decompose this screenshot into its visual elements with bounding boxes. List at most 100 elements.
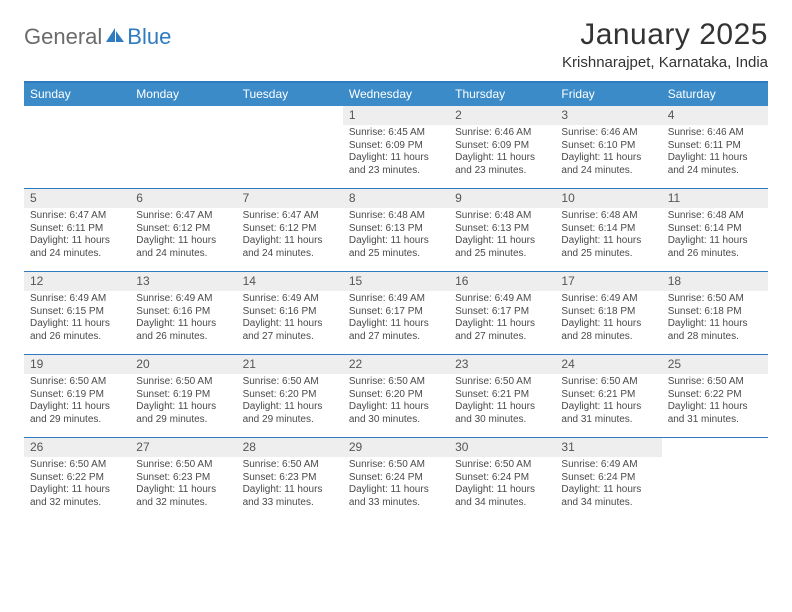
daylight-text: Daylight: 11 hours and 33 minutes.: [349, 484, 443, 509]
sunset-text: Sunset: 6:24 PM: [349, 472, 443, 485]
sunrise-text: Sunrise: 6:48 AM: [455, 210, 549, 223]
day-number: 28: [237, 438, 343, 457]
day-number: 16: [449, 272, 555, 291]
daylight-text: Daylight: 11 hours and 24 minutes.: [30, 235, 124, 260]
sunset-text: Sunset: 6:22 PM: [668, 389, 762, 402]
daylight-text: Daylight: 11 hours and 24 minutes.: [243, 235, 337, 260]
sunset-text: Sunset: 6:20 PM: [243, 389, 337, 402]
day-number: 21: [237, 355, 343, 374]
sunset-text: Sunset: 6:14 PM: [561, 223, 655, 236]
day-details: Sunrise: 6:47 AMSunset: 6:11 PMDaylight:…: [24, 208, 130, 264]
day-details: Sunrise: 6:49 AMSunset: 6:18 PMDaylight:…: [555, 291, 661, 347]
sunrise-text: Sunrise: 6:50 AM: [136, 459, 230, 472]
day-details: Sunrise: 6:48 AMSunset: 6:14 PMDaylight:…: [555, 208, 661, 264]
sunrise-text: Sunrise: 6:50 AM: [561, 376, 655, 389]
daylight-text: Daylight: 11 hours and 23 minutes.: [349, 152, 443, 177]
day-details: Sunrise: 6:49 AMSunset: 6:16 PMDaylight:…: [237, 291, 343, 347]
day-number: 11: [662, 189, 768, 208]
day-cell: 15Sunrise: 6:49 AMSunset: 6:17 PMDayligh…: [343, 272, 449, 354]
sunset-text: Sunset: 6:19 PM: [30, 389, 124, 402]
sunrise-text: Sunrise: 6:46 AM: [668, 127, 762, 140]
sunrise-text: Sunrise: 6:50 AM: [243, 459, 337, 472]
day-cell: 21Sunrise: 6:50 AMSunset: 6:20 PMDayligh…: [237, 355, 343, 437]
daylight-text: Daylight: 11 hours and 30 minutes.: [349, 401, 443, 426]
daylight-text: Daylight: 11 hours and 33 minutes.: [243, 484, 337, 509]
day-details: Sunrise: 6:50 AMSunset: 6:20 PMDaylight:…: [237, 374, 343, 430]
day-number: 20: [130, 355, 236, 374]
sunset-text: Sunset: 6:11 PM: [30, 223, 124, 236]
daylight-text: Daylight: 11 hours and 25 minutes.: [349, 235, 443, 260]
sunrise-text: Sunrise: 6:47 AM: [243, 210, 337, 223]
sunrise-text: Sunrise: 6:49 AM: [561, 459, 655, 472]
day-cell: 23Sunrise: 6:50 AMSunset: 6:21 PMDayligh…: [449, 355, 555, 437]
sunset-text: Sunset: 6:16 PM: [243, 306, 337, 319]
sunset-text: Sunset: 6:21 PM: [455, 389, 549, 402]
sunrise-text: Sunrise: 6:50 AM: [668, 293, 762, 306]
day-cell: 31Sunrise: 6:49 AMSunset: 6:24 PMDayligh…: [555, 438, 661, 520]
daylight-text: Daylight: 11 hours and 25 minutes.: [455, 235, 549, 260]
day-cell: 27Sunrise: 6:50 AMSunset: 6:23 PMDayligh…: [130, 438, 236, 520]
day-number: 23: [449, 355, 555, 374]
empty-cell: [24, 106, 130, 188]
calendar-grid: SundayMondayTuesdayWednesdayThursdayFrid…: [24, 81, 768, 520]
day-cell: 25Sunrise: 6:50 AMSunset: 6:22 PMDayligh…: [662, 355, 768, 437]
daylight-text: Daylight: 11 hours and 31 minutes.: [561, 401, 655, 426]
weeks-container: 1Sunrise: 6:45 AMSunset: 6:09 PMDaylight…: [24, 106, 768, 520]
sunset-text: Sunset: 6:17 PM: [349, 306, 443, 319]
day-details: Sunrise: 6:50 AMSunset: 6:18 PMDaylight:…: [662, 291, 768, 347]
weekday-header: Thursday: [449, 83, 555, 106]
sunset-text: Sunset: 6:18 PM: [561, 306, 655, 319]
day-cell: 11Sunrise: 6:48 AMSunset: 6:14 PMDayligh…: [662, 189, 768, 271]
sunrise-text: Sunrise: 6:49 AM: [243, 293, 337, 306]
daylight-text: Daylight: 11 hours and 28 minutes.: [668, 318, 762, 343]
day-cell: 18Sunrise: 6:50 AMSunset: 6:18 PMDayligh…: [662, 272, 768, 354]
daylight-text: Daylight: 11 hours and 24 minutes.: [561, 152, 655, 177]
sunset-text: Sunset: 6:20 PM: [349, 389, 443, 402]
title-block: January 2025 Krishnarajpet, Karnataka, I…: [562, 18, 768, 71]
day-number: 15: [343, 272, 449, 291]
logo-text-general: General: [24, 24, 102, 50]
empty-cell: [662, 438, 768, 520]
sunrise-text: Sunrise: 6:49 AM: [30, 293, 124, 306]
sunset-text: Sunset: 6:16 PM: [136, 306, 230, 319]
sunset-text: Sunset: 6:14 PM: [668, 223, 762, 236]
day-details: Sunrise: 6:49 AMSunset: 6:16 PMDaylight:…: [130, 291, 236, 347]
weekday-header: Saturday: [662, 83, 768, 106]
day-details: Sunrise: 6:48 AMSunset: 6:13 PMDaylight:…: [449, 208, 555, 264]
day-cell: 24Sunrise: 6:50 AMSunset: 6:21 PMDayligh…: [555, 355, 661, 437]
sunrise-text: Sunrise: 6:47 AM: [136, 210, 230, 223]
sunrise-text: Sunrise: 6:48 AM: [668, 210, 762, 223]
daylight-text: Daylight: 11 hours and 23 minutes.: [455, 152, 549, 177]
daylight-text: Daylight: 11 hours and 32 minutes.: [136, 484, 230, 509]
sunrise-text: Sunrise: 6:50 AM: [455, 376, 549, 389]
sunrise-text: Sunrise: 6:50 AM: [668, 376, 762, 389]
day-number: 25: [662, 355, 768, 374]
day-details: Sunrise: 6:50 AMSunset: 6:22 PMDaylight:…: [662, 374, 768, 430]
day-number: 2: [449, 106, 555, 125]
day-cell: 26Sunrise: 6:50 AMSunset: 6:22 PMDayligh…: [24, 438, 130, 520]
day-cell: 14Sunrise: 6:49 AMSunset: 6:16 PMDayligh…: [237, 272, 343, 354]
weekday-header: Friday: [555, 83, 661, 106]
sunrise-text: Sunrise: 6:49 AM: [349, 293, 443, 306]
sunrise-text: Sunrise: 6:49 AM: [455, 293, 549, 306]
day-number: 22: [343, 355, 449, 374]
sunrise-text: Sunrise: 6:46 AM: [561, 127, 655, 140]
day-details: Sunrise: 6:48 AMSunset: 6:14 PMDaylight:…: [662, 208, 768, 264]
day-details: Sunrise: 6:50 AMSunset: 6:23 PMDaylight:…: [130, 457, 236, 513]
day-details: Sunrise: 6:47 AMSunset: 6:12 PMDaylight:…: [237, 208, 343, 264]
day-number: 10: [555, 189, 661, 208]
sunset-text: Sunset: 6:24 PM: [455, 472, 549, 485]
day-cell: 12Sunrise: 6:49 AMSunset: 6:15 PMDayligh…: [24, 272, 130, 354]
daylight-text: Daylight: 11 hours and 26 minutes.: [30, 318, 124, 343]
day-number: 7: [237, 189, 343, 208]
day-details: Sunrise: 6:50 AMSunset: 6:22 PMDaylight:…: [24, 457, 130, 513]
sunrise-text: Sunrise: 6:50 AM: [30, 459, 124, 472]
daylight-text: Daylight: 11 hours and 29 minutes.: [136, 401, 230, 426]
sunset-text: Sunset: 6:18 PM: [668, 306, 762, 319]
daylight-text: Daylight: 11 hours and 26 minutes.: [136, 318, 230, 343]
daylight-text: Daylight: 11 hours and 24 minutes.: [668, 152, 762, 177]
sunset-text: Sunset: 6:23 PM: [243, 472, 337, 485]
daylight-text: Daylight: 11 hours and 27 minutes.: [243, 318, 337, 343]
day-cell: 10Sunrise: 6:48 AMSunset: 6:14 PMDayligh…: [555, 189, 661, 271]
day-number: 18: [662, 272, 768, 291]
